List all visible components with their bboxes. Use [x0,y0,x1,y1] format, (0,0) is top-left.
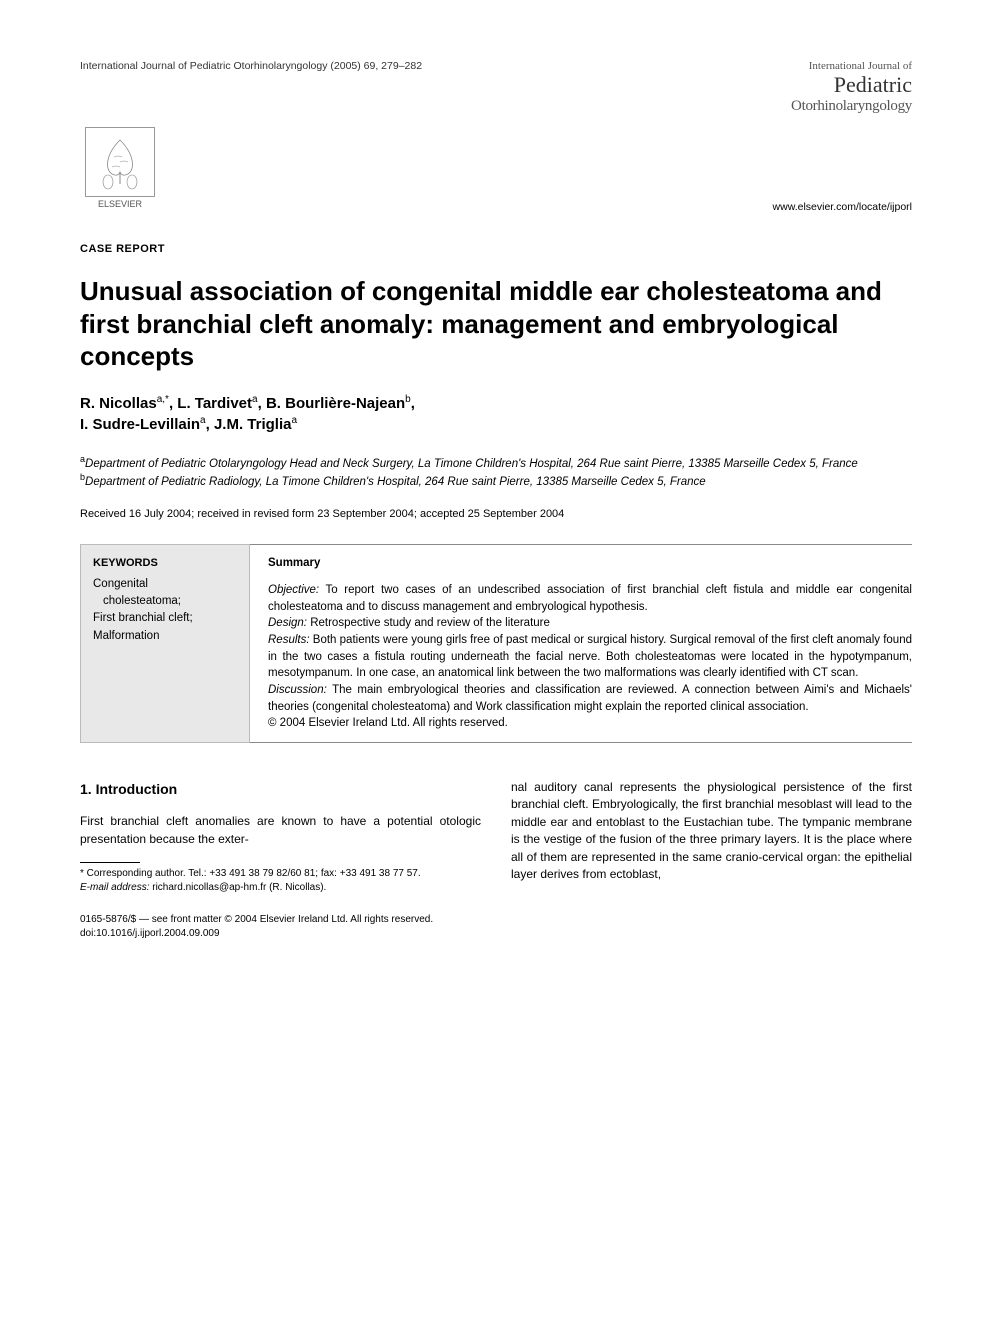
column-right: nal auditory canal represents the physio… [511,779,912,895]
keyword-item: cholesteatoma; [93,593,237,610]
email-line: E-mail address: richard.nicollas@ap-hm.f… [80,881,481,895]
keyword-item: First branchial cleft; [93,610,237,627]
intro-paragraph-left: First branchial cleft anomalies are know… [80,813,481,848]
keyword-item: Malformation [93,628,237,645]
author-2: L. Tardivet [177,395,252,412]
header-row: International Journal of Pediatric Otorh… [80,60,912,115]
abstract-block: KEYWORDS Congenital cholesteatoma; First… [80,544,912,743]
affil-b: Department of Pediatric Radiology, La Ti… [85,476,706,488]
summary-discussion: Discussion: The main embryological theor… [268,682,912,715]
authors: R. Nicollasa,*, L. Tardiveta, B. Bourliè… [80,393,912,435]
corresponding-author: * Corresponding author. Tel.: +33 491 38… [80,867,481,881]
footnote-rule [80,862,140,863]
author-1: R. Nicollas [80,395,157,412]
author-4: I. Sudre-Levillain [80,416,200,433]
copyright-block: 0165-5876/$ — see front matter © 2004 El… [80,913,912,941]
affil-a: Department of Pediatric Otolaryngology H… [85,457,858,469]
journal-reference: International Journal of Pediatric Otorh… [80,60,791,72]
intro-paragraph-right: nal auditory canal represents the physio… [511,779,912,883]
summary-design: Design: Retrospective study and review o… [268,615,912,632]
article-dates: Received 16 July 2004; received in revis… [80,508,912,520]
email-address[interactable]: richard.nicollas@ap-hm.fr (R. Nicollas). [149,882,326,893]
publisher-row: ELSEVIER www.elsevier.com/locate/ijporl [80,123,912,213]
elsevier-logo: ELSEVIER [80,123,160,213]
publisher-name: ELSEVIER [98,199,142,209]
article-type-label: CASE REPORT [80,243,912,255]
column-left: 1. Introduction First branchial cleft an… [80,779,481,895]
summary-objective: Objective: To report two cases of an und… [268,582,912,615]
author-3: B. Bourlière-Najean [266,395,405,412]
keywords-box: KEYWORDS Congenital cholesteatoma; First… [80,544,250,743]
body-columns: 1. Introduction First branchial cleft an… [80,779,912,895]
doi: doi:10.1016/j.ijporl.2004.09.009 [80,927,912,941]
footnotes: * Corresponding author. Tel.: +33 491 38… [80,867,481,895]
keywords-heading: KEYWORDS [93,555,237,572]
journal-logo: International Journal of Pediatric Otorh… [791,60,912,115]
summary-heading: Summary [268,555,912,572]
elsevier-tree-icon [85,127,155,197]
keyword-item: Congenital [93,576,237,593]
summary-box: Summary Objective: To report two cases o… [250,544,912,743]
author-5-sup: a [291,415,297,426]
author-1-sup: a,* [157,394,169,405]
journal-name-prefix: International Journal of [791,60,912,72]
issn-copyright: 0165-5876/$ — see front matter © 2004 El… [80,913,912,927]
journal-name-sub: Otorhinolaryngology [791,98,912,115]
summary-copyright: © 2004 Elsevier Ireland Ltd. All rights … [268,715,912,732]
summary-results: Results: Both patients were young girls … [268,632,912,682]
affiliations: aDepartment of Pediatric Otolaryngology … [80,453,912,491]
journal-name-main: Pediatric [791,72,912,98]
article-title: Unusual association of congenital middle… [80,275,912,373]
author-5: J.M. Triglia [214,416,292,433]
journal-url[interactable]: www.elsevier.com/locate/ijporl [773,201,912,213]
intro-heading: 1. Introduction [80,779,481,799]
